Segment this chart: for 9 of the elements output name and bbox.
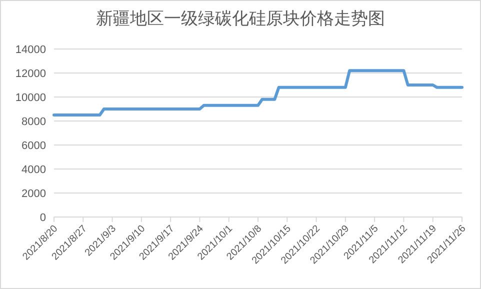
- title: 新疆地区一级绿碳化硅原块价格走势图: [96, 9, 385, 28]
- y-tick-label: 12000: [15, 68, 46, 80]
- y-tick-label: 4000: [22, 164, 46, 176]
- y-tick-label: 0: [40, 212, 46, 224]
- y-tick-label: 6000: [22, 140, 46, 152]
- y-tick-label: 8000: [22, 116, 46, 128]
- y-tick-label: 2000: [22, 188, 46, 200]
- y-tick-label: 14000: [15, 44, 46, 56]
- y-tick-label: 10000: [15, 92, 46, 104]
